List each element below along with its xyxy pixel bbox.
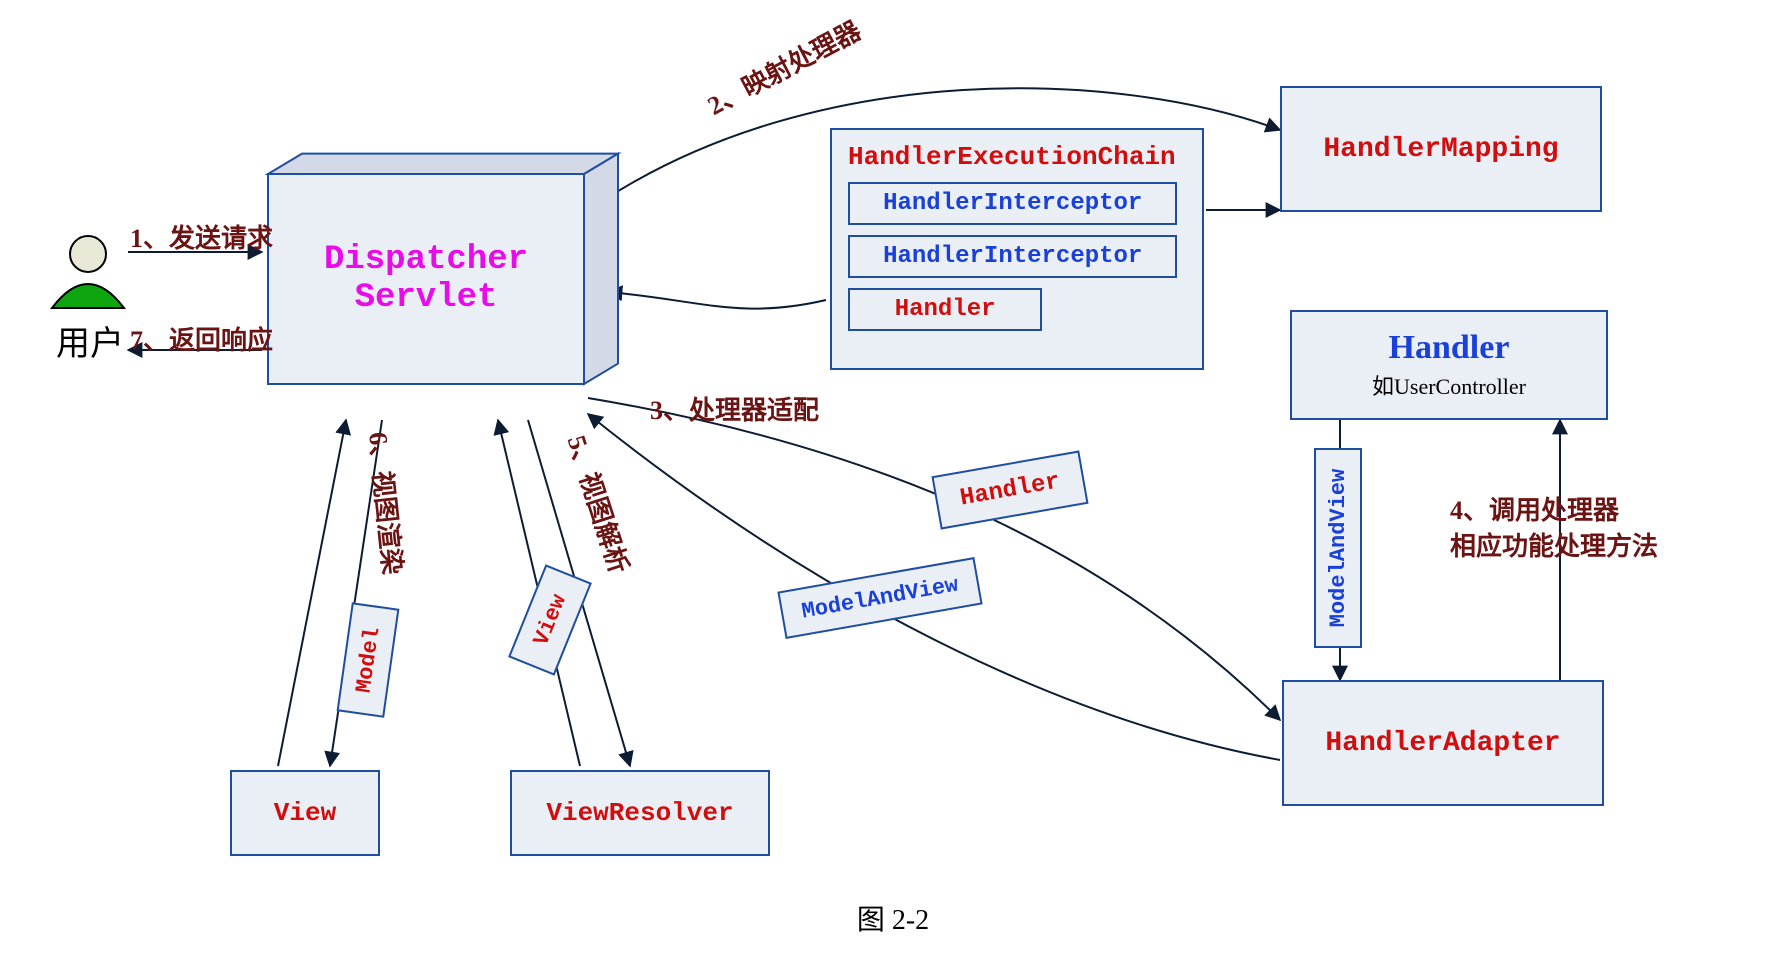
dispatcher-to-adapter [588, 398, 1280, 720]
chain-item: Handler [848, 288, 1042, 331]
chain-item: HandlerInterceptor [848, 235, 1177, 278]
handler-adapter-box: HandlerAdapter [1282, 680, 1604, 806]
step-7-label: 7、返回响应 [130, 320, 273, 357]
mid-model-box: Model [337, 602, 400, 718]
user-label: 用户 [56, 316, 124, 365]
mid-view-box: View [508, 564, 592, 675]
step-4-label-line1: 4、调用处理器 [1450, 490, 1619, 527]
handler-subtitle: 如UserController [1372, 369, 1526, 401]
chain-items: HandlerInterceptor HandlerInterceptor Hand… [848, 182, 1186, 331]
chain-to-dispatcher [608, 292, 826, 309]
view-to-dispatcher [278, 420, 346, 766]
step-5-label: 5、视图解析 [560, 430, 639, 577]
dispatcher-servlet-label: Dispatcher Servlet [268, 174, 584, 384]
chain-title: HandlerExecutionChain [848, 142, 1176, 172]
figure-caption: 图 2-2 [857, 898, 929, 938]
user-icon [52, 236, 124, 308]
view-resolver-box: ViewResolver [510, 770, 770, 856]
mid-model-and-view-vertical-box: ModelAndView [1314, 448, 1362, 648]
mid-model-and-view-box: ModelAndView [777, 557, 982, 639]
handler-mapping-box: HandlerMapping [1280, 86, 1602, 212]
step-6-label: 6、视图渲染 [361, 430, 413, 576]
diagram-stage: { "canvas": { "width": 1786, "height": 9… [0, 0, 1786, 968]
handler-execution-chain-box: HandlerExecutionChain HandlerInterceptor… [830, 128, 1204, 370]
handler-controller-box: Handler 如UserController [1290, 310, 1608, 420]
chain-item: HandlerInterceptor [848, 182, 1177, 225]
view-box: View [230, 770, 380, 856]
handler-title: Handler [1389, 329, 1510, 367]
step-4-label-line2: 相应功能处理方法 [1450, 526, 1658, 563]
step-2-label: 2、映射处理器 [700, 11, 867, 123]
mid-handler-box: Handler [931, 450, 1088, 529]
step-1-label: 1、发送请求 [130, 218, 273, 255]
step-3-label: 3、处理器适配 [650, 390, 819, 427]
